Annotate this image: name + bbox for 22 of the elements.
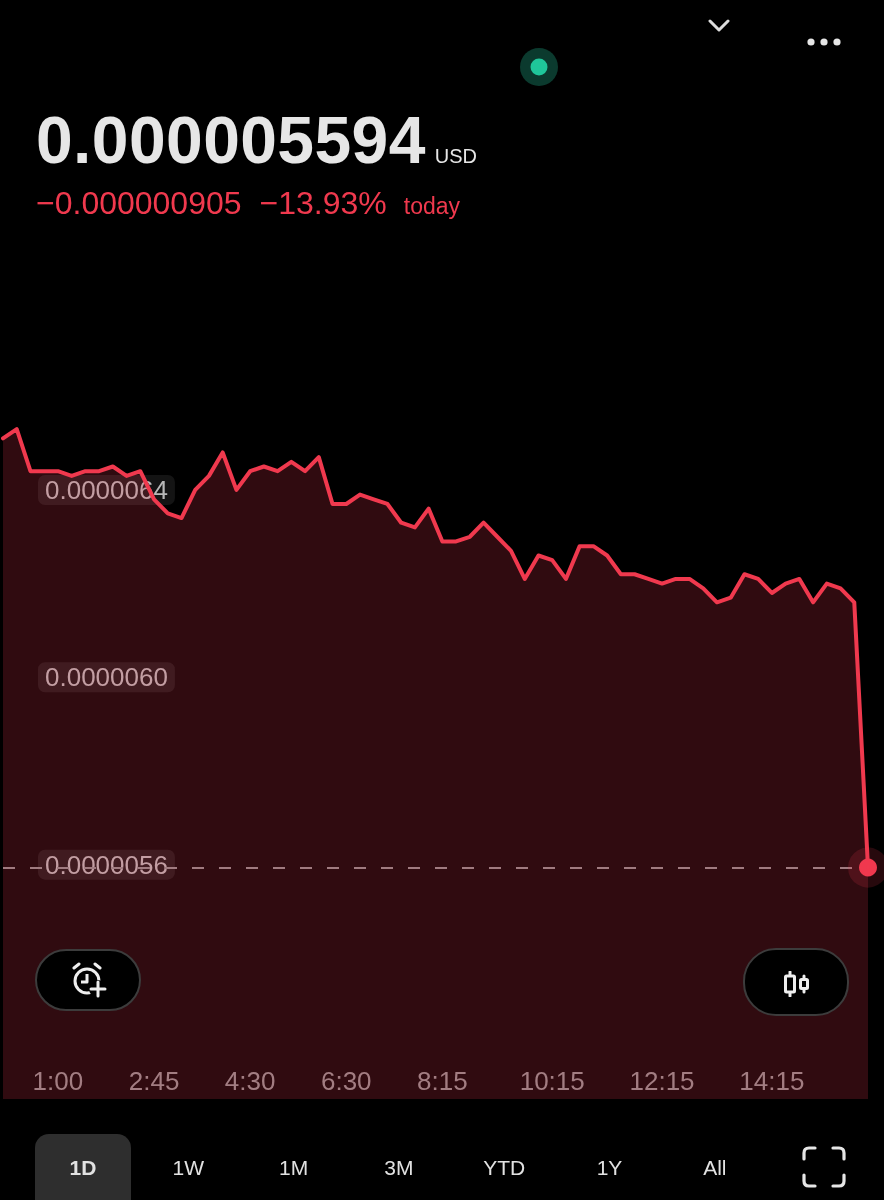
- annotation: 1Y: [595, 1155, 624, 1181]
- annotation: −13.93%: [259, 185, 387, 221]
- annotation: today: [403, 193, 461, 219]
- annotation: All: [702, 1155, 728, 1181]
- x-tick-label: 10:15: [519, 1066, 585, 1096]
- y-tick-label: 0.0000056: [45, 849, 168, 880]
- x-tick-label: 14:15: [739, 1066, 805, 1096]
- x-tick-label: 2:45: [128, 1066, 180, 1096]
- x-tick-label: 12:15: [629, 1066, 695, 1096]
- x-tick-label: 1:00: [32, 1066, 84, 1096]
- annotation: 1M: [278, 1155, 310, 1181]
- x-tick-label: 6:30: [320, 1066, 372, 1096]
- y-tick-label: 0.0000060: [45, 662, 168, 693]
- annotation: USD: [434, 145, 478, 167]
- annotation: YTD: [482, 1155, 527, 1181]
- annotation: 0.000005594: [36, 103, 426, 177]
- annotation: 1W: [171, 1155, 206, 1181]
- annotation: −0.000000905: [36, 185, 242, 221]
- annotation: 3M: [383, 1155, 415, 1181]
- annotation: 1D: [68, 1155, 98, 1181]
- x-tick-label: 4:30: [224, 1066, 276, 1096]
- x-tick-label: 8:15: [417, 1066, 468, 1096]
